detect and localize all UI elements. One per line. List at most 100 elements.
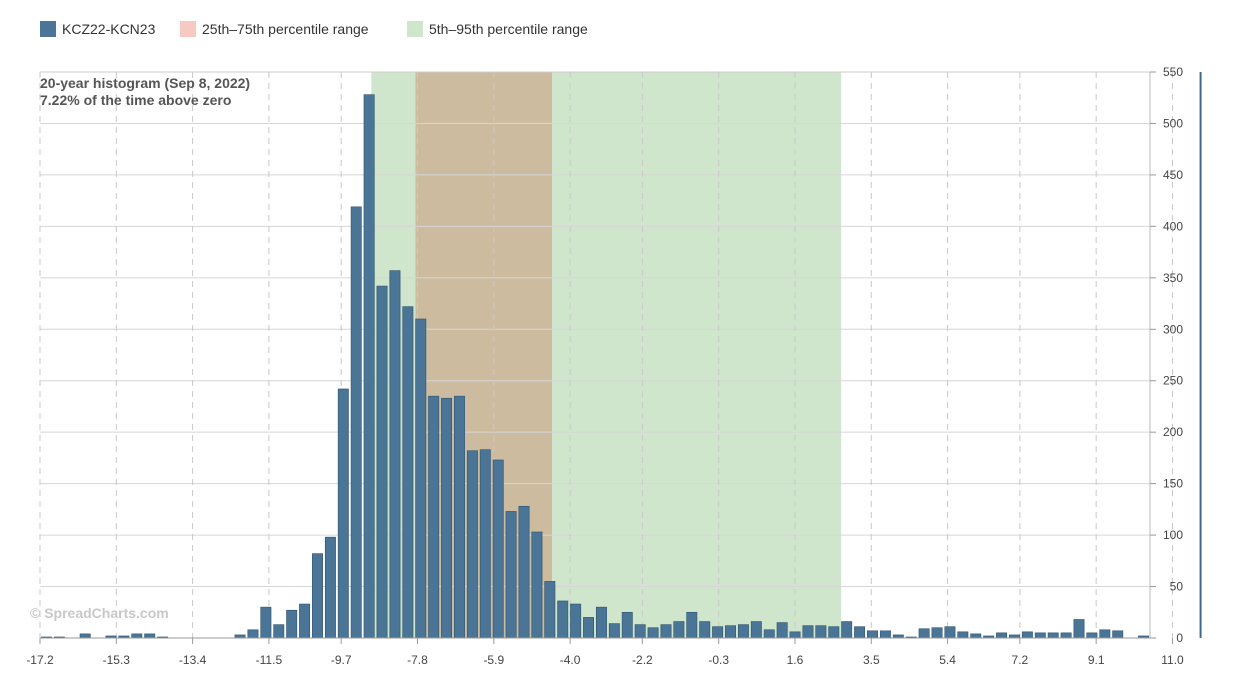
histogram-bar — [1086, 632, 1098, 639]
x-tick-label: -11.5 — [256, 653, 283, 667]
annotation-subtitle: 7.22% of the time above zero — [40, 92, 231, 108]
histogram-bar — [583, 617, 595, 639]
histogram-bar — [918, 628, 930, 639]
histogram-bar — [879, 630, 891, 639]
histogram-bar — [621, 611, 633, 639]
histogram-bar — [931, 627, 943, 639]
y-tick-label: 500 — [1163, 116, 1183, 130]
histogram-bar — [802, 625, 814, 639]
histogram-bar — [634, 624, 646, 639]
x-tick-label: -17.2 — [26, 653, 54, 667]
histogram-bar — [144, 633, 156, 639]
histogram-bar — [131, 633, 143, 639]
histogram-bar — [557, 600, 569, 639]
histogram-bar — [815, 625, 827, 639]
y-tick-label: 550 — [1163, 65, 1183, 79]
y-tick-label: 250 — [1163, 374, 1183, 388]
x-tick-label: 1.6 — [787, 653, 804, 667]
histogram-bar — [854, 626, 866, 639]
histogram-bar — [505, 511, 517, 639]
histogram-bar — [492, 459, 504, 639]
y-tick-label: 0 — [1176, 631, 1183, 645]
histogram-bar — [363, 94, 375, 639]
histogram-bars — [40, 94, 1150, 639]
histogram-bar — [402, 306, 414, 639]
annotation-title: 20-year histogram (Sep 8, 2022) — [40, 75, 250, 91]
histogram-bar — [389, 270, 401, 639]
y-axis: 0 50 100 150 200 250 300 350 400 450 500 550 — [1149, 65, 1184, 645]
histogram-bar — [944, 626, 956, 639]
histogram-bar — [1060, 632, 1072, 639]
y-tick-label: 50 — [1170, 580, 1184, 594]
legend: KCZ22-KCN23 25th–75th percentile range 5… — [40, 21, 588, 37]
histogram-bar — [570, 603, 582, 639]
x-tick-label: 7.2 — [1012, 653, 1029, 667]
legend-item-5-95[interactable]: 5th–95th percentile range — [407, 21, 588, 37]
histogram-bar — [750, 621, 762, 639]
histogram-bar — [867, 630, 878, 639]
histogram-bar — [286, 609, 298, 639]
x-tick-label: -0.3 — [708, 653, 729, 667]
legend-item-25-75[interactable]: 25th–75th percentile range — [180, 21, 369, 37]
x-tick-label: -7.8 — [407, 653, 428, 667]
x-tick-label: 5.4 — [939, 653, 956, 667]
histogram-bar — [686, 611, 698, 639]
histogram-bar — [595, 606, 607, 639]
histogram-bar — [1021, 631, 1033, 639]
y-tick-label: 350 — [1163, 271, 1183, 285]
histogram-bar — [1034, 632, 1046, 639]
histogram-bar — [350, 206, 362, 639]
watermark: © SpreadCharts.com — [30, 605, 169, 621]
x-tick-label: -2.2 — [632, 653, 653, 667]
histogram-bar — [428, 395, 440, 639]
histogram-bar — [466, 450, 478, 639]
histogram-bar — [712, 626, 724, 639]
histogram-bar — [544, 581, 556, 639]
grid — [39, 71, 1173, 639]
histogram-bar — [1099, 629, 1111, 639]
histogram-bar — [608, 623, 620, 639]
histogram-bar — [299, 603, 311, 639]
histogram-bar — [273, 624, 285, 639]
legend-label-series: KCZ22-KCN23 — [62, 21, 156, 37]
histogram-bar — [247, 629, 259, 639]
histogram-bar — [789, 631, 801, 639]
histogram-bar — [699, 621, 711, 639]
histogram-bar — [647, 627, 659, 639]
legend-label-5-95: 5th–95th percentile range — [429, 21, 588, 37]
histogram-bar — [479, 449, 491, 639]
histogram-bar — [441, 397, 453, 639]
histogram-bar — [828, 626, 840, 639]
histogram-bar — [763, 629, 775, 639]
x-tick-label: -9.7 — [331, 653, 352, 667]
histogram-bar — [79, 633, 91, 639]
histogram-bar — [725, 625, 736, 639]
histogram-bar — [673, 621, 685, 639]
x-tick-label: 3.5 — [863, 653, 880, 667]
histogram-bar — [312, 553, 323, 639]
histogram-bar — [337, 388, 349, 639]
histogram-bar — [415, 318, 427, 639]
histogram-bar — [531, 531, 543, 639]
y-tick-label: 200 — [1163, 425, 1183, 439]
legend-label-25-75: 25th–75th percentile range — [202, 21, 369, 37]
histogram-bar — [324, 536, 336, 639]
y-tick-label: 400 — [1163, 219, 1183, 233]
x-tick-label: -13.4 — [179, 653, 207, 667]
histogram-bar — [737, 624, 749, 639]
y-tick-label: 450 — [1163, 168, 1183, 182]
histogram-bar — [1073, 619, 1085, 639]
histogram-bar — [376, 285, 388, 639]
x-tick-label: 11.0 — [1161, 653, 1184, 667]
x-tick-label: -15.3 — [103, 653, 131, 667]
legend-item-series[interactable]: KCZ22-KCN23 — [40, 21, 156, 37]
x-tick-label: -4.0 — [560, 653, 581, 667]
y-tick-label: 150 — [1163, 477, 1183, 491]
legend-swatch-series — [40, 21, 56, 37]
histogram-bar — [260, 606, 272, 639]
legend-swatch-5-95 — [407, 21, 423, 37]
x-axis: -17.2 -15.3 -13.4 -11.5 -9.7 -7.8 -5.9 -4.0 -2.2… — [26, 637, 1184, 667]
y-tick-label: 100 — [1163, 528, 1183, 542]
